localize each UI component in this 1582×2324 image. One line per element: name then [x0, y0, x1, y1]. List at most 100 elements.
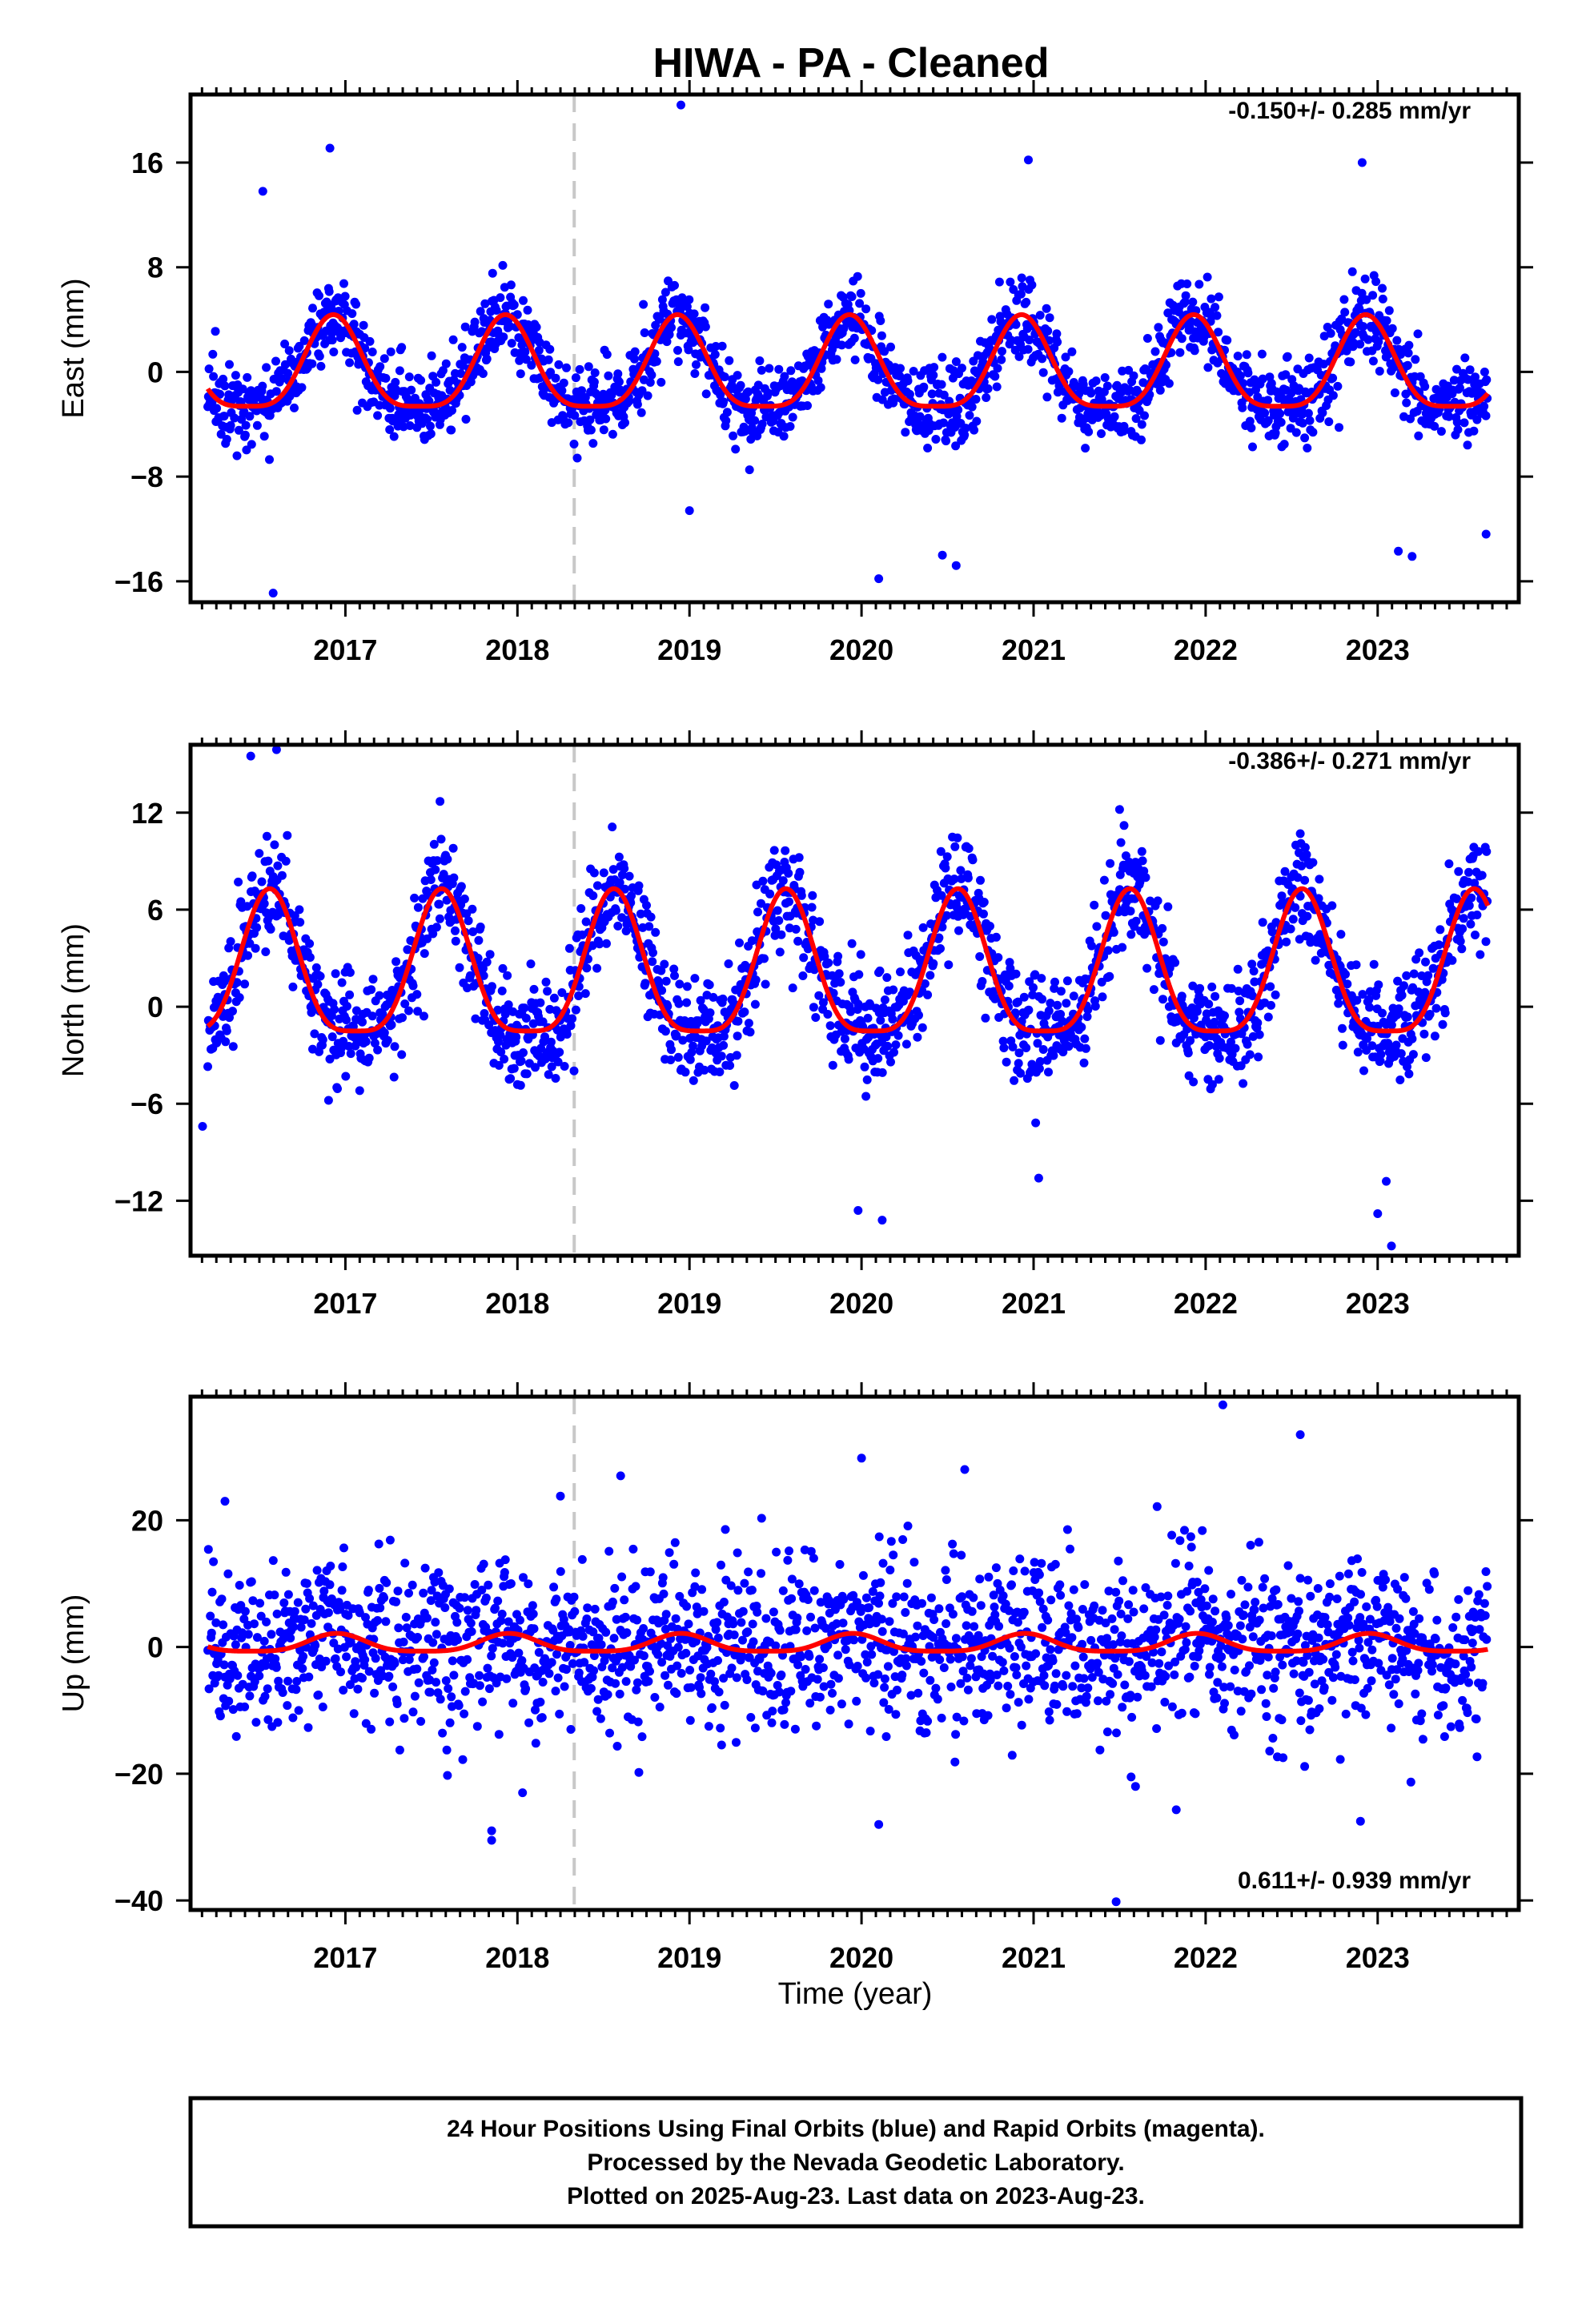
data-point: [532, 323, 541, 332]
data-point: [412, 1664, 422, 1674]
data-point: [757, 899, 765, 908]
data-point: [455, 1603, 464, 1613]
data-point: [1363, 335, 1373, 344]
data-point: [512, 1032, 521, 1042]
data-point: [1205, 1041, 1214, 1050]
data-point: [418, 894, 428, 903]
data-point: [1099, 875, 1109, 885]
data-point: [508, 1699, 518, 1708]
data-point: [494, 1730, 504, 1739]
data-point: [592, 1707, 602, 1716]
data-point: [1480, 368, 1489, 376]
data-point: [1343, 979, 1352, 989]
data-point: [588, 439, 598, 448]
data-point: [562, 363, 571, 372]
data-point: [432, 377, 441, 387]
data-point: [460, 1593, 469, 1602]
east-panel: 2017 2018 2019 2020 2021 2022 2023−16−80816Eas…: [57, 80, 1533, 666]
data-point: [880, 347, 889, 356]
data-point: [562, 1665, 571, 1675]
data-point: [1458, 924, 1468, 934]
data-point: [1082, 1012, 1092, 1021]
data-point: [861, 1092, 871, 1101]
data-point: [1116, 838, 1126, 847]
data-point: [901, 428, 910, 437]
data-point: [643, 391, 652, 400]
data-point: [523, 305, 532, 315]
data-point: [825, 1021, 835, 1031]
data-point: [1010, 1076, 1019, 1085]
data-point: [1271, 990, 1280, 999]
data-point: [1083, 1005, 1093, 1015]
data-point: [1472, 911, 1482, 919]
data-point: [340, 292, 350, 301]
data-point: [740, 1007, 749, 1017]
data-point: [420, 1563, 430, 1573]
y-tick-label: −8: [130, 460, 163, 493]
data-point: [1164, 379, 1174, 388]
data-point: [938, 923, 947, 932]
data-point: [1118, 943, 1127, 952]
data-point: [416, 1717, 426, 1726]
data-point: [557, 386, 567, 396]
data-point: [1042, 304, 1051, 313]
data-point: [696, 995, 705, 1005]
data-point: [856, 288, 865, 298]
data-point: [590, 1604, 600, 1614]
data-point: [615, 1689, 624, 1699]
data-point: [420, 949, 429, 959]
data-point: [297, 383, 307, 392]
data-point: [311, 1641, 320, 1651]
data-point: [966, 376, 976, 385]
data-point: [1155, 385, 1165, 395]
data-point: [1203, 363, 1213, 372]
data-point: [520, 1003, 529, 1013]
data-point: [359, 320, 368, 330]
data-point: [1254, 1052, 1263, 1062]
data-point: [1460, 418, 1469, 428]
data-point: [685, 1055, 695, 1064]
data-point: [250, 1619, 259, 1629]
data-point: [1324, 417, 1334, 427]
data-point: [1367, 1041, 1377, 1051]
data-point: [503, 971, 512, 980]
data-point: [312, 1566, 322, 1575]
data-point: [675, 979, 685, 989]
data-point: [404, 372, 414, 382]
y-tick-label: 12: [131, 797, 163, 830]
data-point: [647, 370, 656, 380]
data-point: [1192, 1007, 1202, 1016]
data-point: [1183, 1048, 1193, 1058]
data-point: [235, 1581, 244, 1590]
data-point: [929, 959, 938, 968]
data-point: [435, 914, 444, 923]
data-point: [1360, 274, 1370, 283]
data-point: [204, 364, 214, 374]
data-point: [1277, 891, 1287, 901]
data-point: [861, 304, 871, 314]
data-point: [849, 333, 859, 343]
data-point: [389, 432, 399, 441]
data-point: [391, 957, 401, 967]
data-point: [611, 906, 620, 915]
data-point: [1404, 1069, 1414, 1079]
data-point: [1137, 846, 1146, 856]
data-point: [448, 1656, 457, 1666]
data-point: [744, 387, 753, 396]
data-point: [472, 1606, 481, 1615]
data-point: [1288, 915, 1298, 924]
data-point: [644, 922, 654, 931]
data-point: [1008, 1042, 1018, 1051]
data-point: [1403, 360, 1412, 370]
data-point: [883, 1041, 893, 1051]
data-point: [751, 975, 761, 985]
data-point: [1431, 1003, 1441, 1013]
data-point: [270, 840, 279, 850]
data-point: [773, 906, 782, 915]
outlier-point: [685, 506, 694, 516]
data-point: [951, 357, 961, 367]
data-point: [571, 373, 580, 383]
data-point: [280, 340, 290, 348]
data-point: [646, 912, 656, 922]
data-point: [1006, 336, 1016, 345]
